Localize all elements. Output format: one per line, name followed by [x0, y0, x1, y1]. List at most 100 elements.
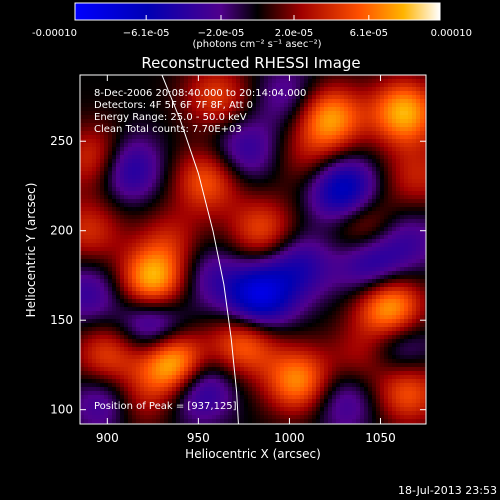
heatmap-cell — [160, 295, 165, 300]
heatmap-cell — [148, 155, 153, 160]
heatmap-cell — [352, 115, 357, 120]
heatmap-cell — [408, 139, 413, 144]
heatmap-cell — [380, 199, 385, 204]
heatmap-cell — [176, 247, 181, 252]
heatmap-cell — [212, 283, 217, 288]
heatmap-cell — [292, 191, 297, 196]
heatmap-cell — [336, 147, 341, 152]
heatmap-cell — [124, 295, 129, 300]
heatmap-cell — [164, 199, 169, 204]
heatmap-cell — [332, 259, 337, 264]
heatmap-cell — [156, 267, 161, 272]
heatmap-cell — [212, 243, 217, 248]
heatmap-cell — [160, 127, 165, 132]
heatmap-cell — [260, 199, 265, 204]
heatmap-cell — [88, 227, 93, 232]
heatmap-cell — [268, 167, 273, 172]
heatmap-cell — [424, 267, 426, 272]
heatmap-cell — [80, 159, 85, 164]
heatmap-cell — [200, 203, 205, 208]
heatmap-cell — [108, 131, 113, 136]
heatmap-cell — [312, 139, 317, 144]
heatmap-cell — [388, 299, 393, 304]
heatmap-cell — [360, 267, 365, 272]
heatmap-cell — [248, 79, 253, 84]
heatmap-cell — [224, 183, 229, 188]
heatmap-cell — [80, 227, 85, 232]
heatmap-cell — [296, 143, 301, 148]
heatmap-cell — [212, 219, 217, 224]
heatmap-cell — [328, 151, 333, 156]
heatmap-cell — [204, 123, 209, 128]
heatmap-cell — [104, 103, 109, 108]
heatmap-cell — [276, 147, 281, 152]
heatmap-cell — [336, 103, 341, 108]
heatmap-cell — [192, 115, 197, 120]
heatmap-cell — [204, 263, 209, 268]
heatmap-cell — [384, 107, 389, 112]
heatmap-cell — [100, 179, 105, 184]
heatmap-cell — [284, 75, 289, 80]
heatmap-cell — [216, 79, 221, 84]
heatmap-cell — [184, 295, 189, 300]
heatmap-cell — [244, 223, 249, 228]
heatmap-cell — [216, 259, 221, 264]
heatmap-cell — [392, 239, 397, 244]
heatmap-cell — [188, 203, 193, 208]
heatmap-cell — [188, 195, 193, 200]
heatmap-cell — [156, 99, 161, 104]
heatmap-cell — [120, 163, 125, 168]
heatmap-cell — [92, 91, 97, 96]
heatmap-cell — [340, 259, 345, 264]
heatmap-cell — [220, 211, 225, 216]
heatmap-cell — [144, 135, 149, 140]
heatmap-cell — [228, 143, 233, 148]
heatmap-cell — [184, 107, 189, 112]
heatmap-cell — [400, 219, 405, 224]
heatmap-cell — [308, 131, 313, 136]
heatmap-cell — [408, 243, 413, 248]
heatmap-cell — [224, 99, 229, 104]
heatmap-cell — [108, 287, 113, 292]
heatmap-cell — [236, 183, 241, 188]
heatmap-cell — [404, 211, 409, 216]
heatmap-cell — [104, 179, 109, 184]
heatmap-cell — [252, 299, 257, 304]
heatmap-cell — [388, 155, 393, 160]
heatmap-cell — [284, 83, 289, 88]
heatmap-cell — [88, 191, 93, 196]
heatmap-cell — [260, 291, 265, 296]
heatmap-cell — [348, 215, 353, 220]
heatmap-cell — [312, 83, 317, 88]
heatmap-cell — [284, 119, 289, 124]
heatmap-cell — [312, 123, 317, 128]
heatmap-cell — [408, 147, 413, 152]
heatmap-cell — [164, 235, 169, 240]
heatmap-cell — [272, 183, 277, 188]
heatmap-cell — [272, 91, 277, 96]
heatmap-cell — [288, 79, 293, 84]
heatmap-cell — [156, 143, 161, 148]
heatmap-cell — [280, 279, 285, 284]
heatmap-cell — [344, 219, 349, 224]
heatmap-cell — [316, 167, 321, 172]
heatmap-cell — [296, 139, 301, 144]
heatmap-cell — [136, 295, 141, 300]
heatmap-cell — [388, 179, 393, 184]
heatmap-cell — [248, 191, 253, 196]
heatmap-cell — [424, 119, 426, 124]
heatmap-cell — [124, 291, 129, 296]
heatmap-cell — [360, 259, 365, 264]
heatmap-cell — [316, 251, 321, 256]
heatmap-cell — [168, 123, 173, 128]
heatmap-cell — [148, 299, 153, 304]
heatmap-cell — [156, 247, 161, 252]
heatmap-cell — [376, 231, 381, 236]
heatmap-cell — [400, 87, 405, 92]
heatmap-cell — [312, 207, 317, 212]
heatmap-cell — [344, 167, 349, 172]
heatmap-cell — [272, 159, 277, 164]
heatmap-cell — [332, 267, 337, 272]
heatmap-cell — [408, 263, 413, 268]
heatmap-cell — [316, 79, 321, 84]
